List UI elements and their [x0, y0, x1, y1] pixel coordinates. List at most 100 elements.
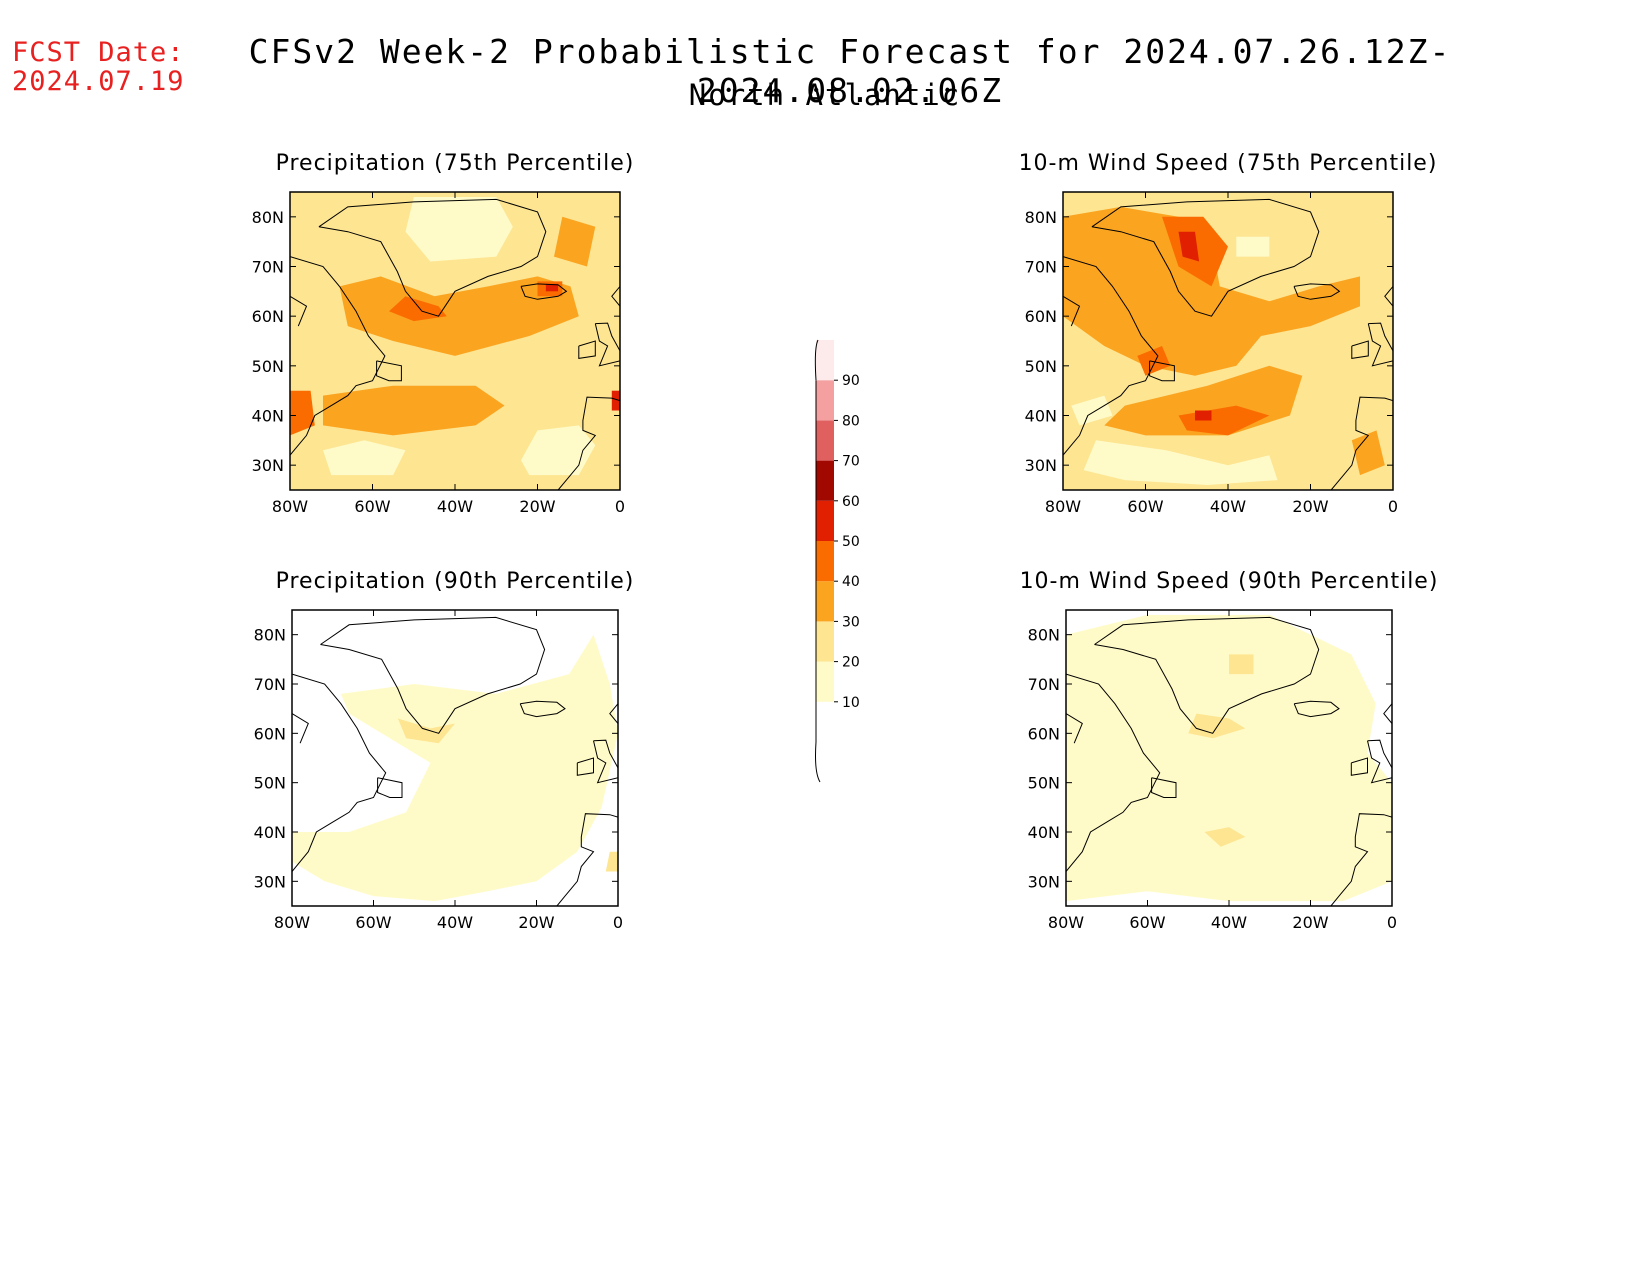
lat-label: 70N — [252, 258, 284, 277]
coastline — [520, 283, 568, 300]
coastline — [593, 739, 618, 784]
lon-label: 80W — [274, 913, 310, 932]
coastline — [290, 256, 386, 456]
probability-area-level-10 — [1066, 614, 1392, 902]
lon-label: 60W — [354, 497, 390, 516]
colorbar-label: 80 — [842, 413, 860, 429]
lon-label: 60W — [355, 913, 391, 932]
coastline — [1091, 198, 1320, 317]
colorbar-swatch-30 — [816, 581, 834, 622]
coastline — [1066, 673, 1161, 872]
probability-area-level-10 — [1236, 236, 1270, 257]
colorbar-label: 10 — [842, 695, 860, 711]
probability-area-level-10 — [405, 197, 513, 262]
lat-label: 70N — [254, 675, 286, 694]
coastline — [609, 703, 618, 724]
coastline — [1367, 739, 1392, 784]
coastline — [557, 396, 620, 490]
probability-area-level-40 — [1137, 346, 1171, 376]
lat-label: 80N — [254, 626, 286, 645]
probability-area-level-30 — [323, 385, 505, 436]
lat-label: 30N — [1025, 456, 1057, 475]
lon-label: 0 — [1388, 497, 1398, 516]
lat-label: 30N — [252, 456, 284, 475]
lon-label: 20W — [1292, 497, 1328, 516]
lat-label: 70N — [1028, 675, 1060, 694]
lon-label: 40W — [437, 497, 473, 516]
colorbar-swatch-80 — [816, 380, 834, 421]
lat-label: 50N — [1028, 774, 1060, 793]
colorbar-arrow — [814, 339, 821, 783]
coastline — [578, 340, 596, 359]
coastline — [290, 295, 308, 327]
coastline — [1063, 295, 1081, 327]
map-panel: 10-m Wind Speed (90th Percentile) 80N 70N 6… — [1020, 569, 1439, 932]
lat-label: 60N — [1028, 724, 1060, 743]
colorbar-swatch-90 — [816, 340, 834, 381]
coastline — [292, 673, 387, 872]
probability-area-level-40 — [290, 390, 315, 436]
lat-label: 70N — [1025, 258, 1057, 277]
coastlines — [290, 198, 620, 490]
colorbar-swatch-40 — [816, 541, 834, 582]
coastline — [1293, 283, 1341, 300]
lon-label: 0 — [1387, 913, 1397, 932]
colorbar-swatch-20 — [816, 621, 834, 662]
lat-label: 40N — [1025, 407, 1057, 426]
lon-label: 0 — [615, 497, 625, 516]
lon-label: 20W — [518, 913, 554, 932]
lat-label: 50N — [254, 774, 286, 793]
map-panel: Precipitation (75th Percentile) 80N 70N 60N… — [252, 151, 634, 516]
coastline — [1350, 757, 1368, 776]
colorbar-label: 60 — [842, 494, 860, 510]
panel-title: 10-m Wind Speed (90th Percentile) — [1020, 569, 1439, 594]
lat-label: 30N — [254, 872, 286, 891]
colorbar-swatch-50 — [816, 500, 834, 541]
shaded-field — [290, 192, 620, 490]
forecast-date-label: FCST Date: 2024.07.19 — [12, 38, 185, 96]
lat-label: 50N — [252, 357, 284, 376]
probability-area-level-40 — [389, 296, 447, 322]
page-subtitle: North Atlantic — [688, 78, 962, 112]
colorbar-label: 30 — [842, 614, 860, 630]
probability-area-level-10 — [521, 425, 596, 476]
colorbar-label: 50 — [842, 534, 860, 550]
coastline — [519, 700, 566, 718]
lon-label: 40W — [437, 913, 473, 932]
lon-label: 60W — [1129, 913, 1165, 932]
lon-label: 40W — [1210, 497, 1246, 516]
probability-area-level-30 — [1351, 430, 1385, 476]
probability-area-level-20 — [605, 851, 618, 872]
lat-label: 40N — [1028, 823, 1060, 842]
probability-area-level-20 — [1188, 713, 1246, 739]
lon-label: 60W — [1127, 497, 1163, 516]
coastline — [1293, 700, 1340, 718]
lon-label: 80W — [272, 497, 308, 516]
coastline — [1066, 713, 1083, 744]
coastline — [556, 813, 618, 906]
coastline — [1094, 616, 1320, 734]
lat-label: 80N — [1025, 208, 1057, 227]
panel-title: 10-m Wind Speed (75th Percentile) — [1019, 151, 1438, 176]
lon-label: 20W — [1292, 913, 1328, 932]
probability-area-level-30 — [1063, 206, 1360, 376]
lon-label: 40W — [1211, 913, 1247, 932]
lon-label: 80W — [1045, 497, 1081, 516]
probability-area-level-10 — [323, 440, 406, 476]
lon-label: 20W — [519, 497, 555, 516]
coastlines — [1066, 616, 1392, 906]
probability-area-level-30 — [339, 276, 579, 356]
coastline — [1384, 286, 1393, 307]
probability-area-level-50 — [611, 390, 620, 411]
lat-label: 60N — [254, 724, 286, 743]
colorbar-label: 70 — [842, 454, 860, 470]
map-panel: Precipitation (90th Percentile) 80N 70N 60N… — [254, 569, 634, 932]
lon-label: 80W — [1048, 913, 1084, 932]
coastline — [318, 198, 547, 317]
colorbar-label: 40 — [842, 574, 860, 590]
coastline — [611, 286, 620, 307]
coastlines — [1063, 198, 1393, 490]
lon-label: 0 — [613, 913, 623, 932]
lat-label: 80N — [1028, 626, 1060, 645]
